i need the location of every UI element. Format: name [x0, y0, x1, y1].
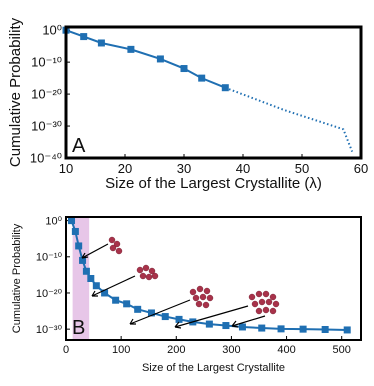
y-axis-label: Cumulative Probability	[7, 17, 24, 167]
marker	[123, 300, 131, 308]
marker	[112, 296, 120, 304]
y-tick-label: 10⁻²⁰	[36, 288, 63, 300]
marker	[277, 325, 285, 333]
marker	[147, 309, 155, 317]
x-tick-label: 500	[333, 344, 351, 356]
y-tick-label: 10⁻³⁰	[31, 119, 62, 134]
arrows	[81, 243, 266, 329]
arrow	[91, 275, 136, 297]
panel: 0 100 200 300 400 500 10⁰ 10⁻¹⁰ 10⁻²⁰ 10⁻³⁰ B Size …	[11, 215, 362, 374]
x-tick-label: 300	[222, 344, 240, 356]
marker	[343, 326, 351, 334]
marker	[134, 305, 142, 313]
x-tick-label: 50	[295, 161, 309, 176]
y-tick-label: 10⁻¹⁰	[31, 55, 62, 70]
x-tick-label: 100	[112, 344, 130, 356]
y-tick-label: 10⁻³⁰	[36, 324, 63, 336]
marker	[222, 322, 230, 330]
marker	[79, 256, 87, 264]
cluster	[189, 285, 214, 309]
marker	[205, 320, 213, 328]
marker	[175, 315, 183, 323]
marker	[82, 267, 90, 275]
x-tick-label: 400	[277, 344, 295, 356]
x-tick-label: 30	[177, 161, 191, 176]
marker	[161, 313, 169, 321]
marker	[321, 325, 329, 333]
y-tick-label: 10⁰	[42, 23, 62, 38]
x-tick-label: 40	[236, 161, 250, 176]
cluster	[108, 236, 123, 255]
x-tick-label: 0	[63, 344, 69, 356]
crystallite-illustrations	[108, 236, 280, 315]
y-tick-label: 10⁻¹⁰	[36, 252, 63, 264]
plot-frame	[65, 216, 362, 341]
panel-label: B	[72, 317, 85, 339]
plot-frame	[64, 25, 363, 160]
marker	[299, 325, 307, 333]
arrow	[174, 305, 249, 329]
marker	[75, 242, 83, 250]
marker	[87, 275, 95, 282]
x-tick-label: 60	[354, 161, 368, 176]
marker	[92, 282, 100, 290]
x-tick-label: 10	[59, 161, 73, 176]
marker	[258, 324, 266, 332]
x-axis-label: Size of the Largest Crystallite (λ)	[105, 175, 322, 192]
cluster	[136, 264, 159, 281]
series-line	[224, 86, 354, 152]
marker	[127, 45, 135, 53]
marker	[97, 39, 105, 47]
marker	[71, 227, 79, 235]
x-tick-label: 200	[167, 344, 185, 356]
y-tick-label: 10⁻²⁰	[31, 87, 62, 102]
marker	[156, 55, 164, 63]
x-tick-label: 20	[118, 161, 132, 176]
panel-label: A	[72, 135, 86, 157]
marker	[101, 289, 109, 297]
arrow	[81, 243, 109, 259]
marker	[80, 33, 88, 41]
cluster	[248, 290, 280, 315]
arrow	[129, 299, 191, 325]
x-axis-label: Size of the Largest Crystallite	[142, 362, 285, 374]
panel: 10 20 30 40 50 60 10⁰ 10⁻¹⁰ 10⁻²⁰ 10⁻³⁰ 10⁻⁴⁰ A Size…	[7, 17, 368, 192]
y-tick-label: 10⁰	[45, 215, 62, 227]
marker	[180, 65, 188, 73]
arrow	[231, 315, 266, 328]
marker	[238, 323, 246, 331]
y-axis-label: Cumulative Probability	[11, 223, 23, 333]
y-tick-label: 10⁻⁴⁰	[30, 151, 62, 166]
marker	[198, 74, 206, 82]
marker	[68, 217, 76, 225]
